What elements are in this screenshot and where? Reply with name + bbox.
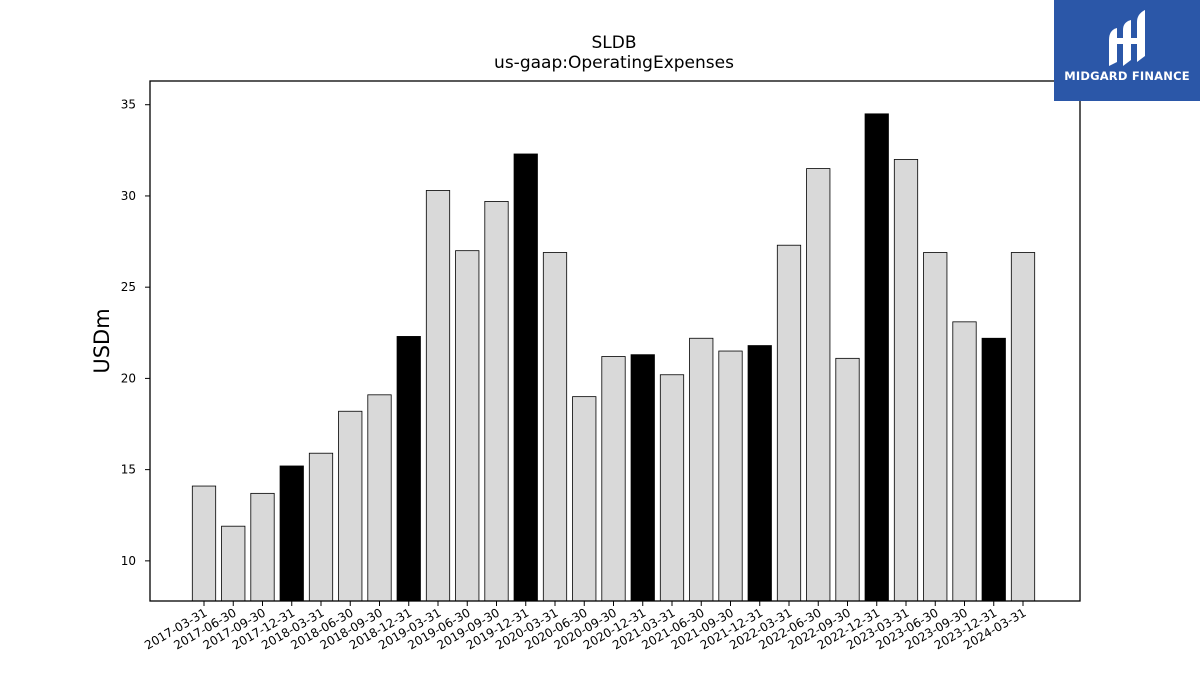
midgard-finance-logo: MIDGARD FINANCE <box>1054 0 1200 101</box>
bar-2020-06-30 <box>572 396 597 602</box>
chart-title: SLDB <box>591 33 636 53</box>
bar-2018-12-31 <box>396 336 421 602</box>
bar-2023-09-30 <box>952 321 977 602</box>
x-axis-ticks: 2017-03-312017-06-302017-09-302017-12-31… <box>142 601 1029 652</box>
bar-2018-03-31 <box>308 452 334 602</box>
y-tick-label: 25 <box>121 280 136 294</box>
bar-2022-09-30 <box>835 357 860 602</box>
bar-2023-06-30 <box>923 252 948 602</box>
bar-2024-03-31 <box>1010 252 1036 602</box>
bar-2023-03-31 <box>893 159 919 602</box>
bar-2019-12-31 <box>513 153 538 602</box>
bar-2019-09-30 <box>484 201 509 602</box>
bar-2021-12-31 <box>747 345 772 602</box>
bar-2019-06-30 <box>455 250 480 602</box>
bar-2022-06-30 <box>806 168 831 602</box>
y-tick-label: 35 <box>121 98 136 112</box>
bar-2021-06-30 <box>689 337 714 602</box>
y-axis-label: USDm <box>90 308 114 373</box>
y-tick-label: 30 <box>121 189 136 203</box>
bars <box>191 113 1036 602</box>
plot-frame <box>149 80 1081 602</box>
bar-2023-12-31 <box>981 337 1006 602</box>
bar-2017-03-31 <box>191 485 217 602</box>
logo-text: MIDGARD FINANCE <box>1064 69 1190 83</box>
y-tick-label: 10 <box>121 554 136 568</box>
y-tick-label: 15 <box>121 463 136 477</box>
bar-2020-09-30 <box>601 356 626 602</box>
bar-2021-03-31 <box>659 374 685 602</box>
y-axis-ticks: 10 15 20 25 30 35 <box>121 98 150 568</box>
bar-2019-03-31 <box>425 190 451 602</box>
bar-2020-12-31 <box>630 354 655 602</box>
logo-mark-icon <box>1109 10 1145 66</box>
bar-2017-06-30 <box>221 525 246 602</box>
y-tick-label: 20 <box>121 371 136 385</box>
bar-2022-12-31 <box>864 113 889 602</box>
bar-2022-03-31 <box>776 244 802 602</box>
bar-2018-09-30 <box>367 394 392 602</box>
chart-subtitle: us-gaap:OperatingExpenses <box>494 53 734 73</box>
bar-2018-06-30 <box>338 410 363 602</box>
bar-2017-09-30 <box>250 492 275 602</box>
bar-2017-12-31 <box>279 465 304 602</box>
bar-2021-09-30 <box>718 350 743 602</box>
bar-2020-03-31 <box>542 252 568 602</box>
